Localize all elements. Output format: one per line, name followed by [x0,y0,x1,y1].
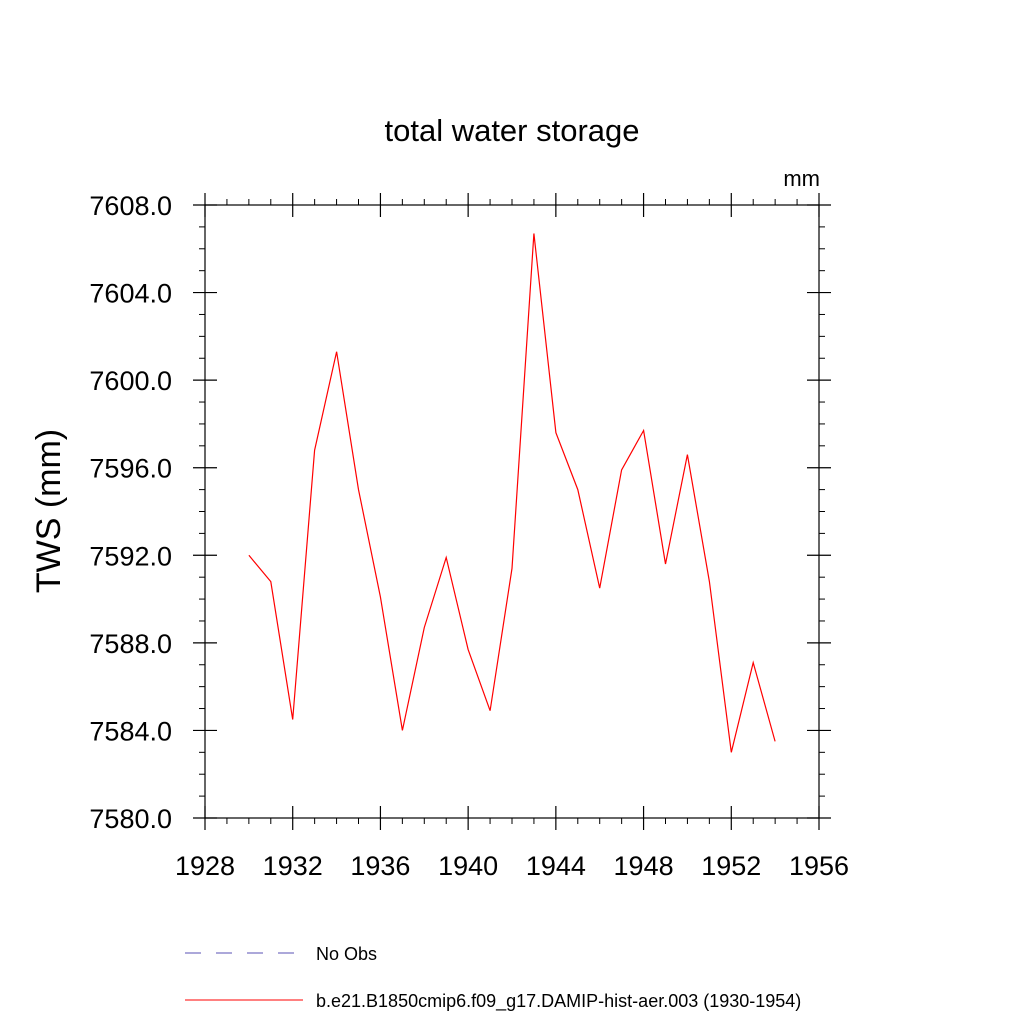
legend: No Obs b.e21.B1850cmip6.f09_g17.DAMIP-hi… [185,944,801,1012]
y-tick-label: 7604.0 [89,279,172,309]
x-tick-label: 1956 [789,851,849,881]
legend-label-no-obs: No Obs [316,944,377,964]
y-tick-label: 7592.0 [89,541,172,571]
y-tick-label: 7588.0 [89,629,172,659]
y-tick-label: 7596.0 [89,454,172,484]
x-tick-label: 1940 [438,851,498,881]
series-line-1 [248,233,776,753]
y-tick-labels: 7580.0 7584.0 7588.0 7592.0 7596.0 7600.0 7604… [89,191,172,834]
x-tick-label: 1932 [263,851,323,881]
x-tick-label: 1928 [175,851,235,881]
y-tick-label: 7584.0 [89,716,172,746]
chart-title: total water storage [384,113,639,148]
minor-ticks [199,199,825,824]
units-label: mm [783,166,820,191]
legend-label-model: b.e21.B1850cmip6.f09_g17.DAMIP-hist-aer.… [316,991,801,1012]
x-tick-label: 1948 [614,851,674,881]
x-tick-label: 1944 [526,851,586,881]
y-tick-label: 7580.0 [89,804,172,834]
major-ticks [193,193,831,830]
x-tick-label: 1952 [701,851,761,881]
y-tick-label: 7608.0 [89,191,172,221]
plot-frame [204,204,820,819]
x-tick-labels: 1928 1932 1936 1940 1944 1948 1952 1956 [175,851,849,881]
y-axis-label: TWS (mm) [30,429,68,593]
series-lines [248,233,776,753]
x-tick-label: 1936 [350,851,410,881]
y-tick-label: 7600.0 [89,366,172,396]
